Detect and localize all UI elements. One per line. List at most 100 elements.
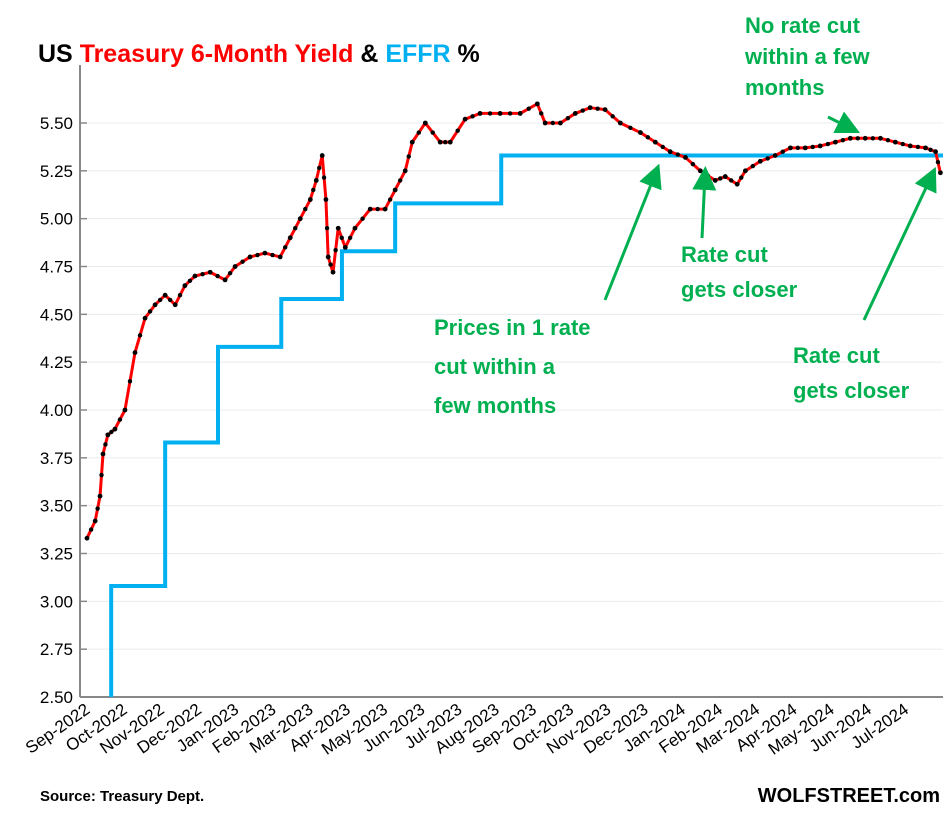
treasury-yield-point <box>406 154 411 159</box>
treasury-yield-point <box>352 225 358 231</box>
treasury-yield-point <box>675 152 681 157</box>
treasury-yield-point <box>215 273 220 279</box>
title-us: US <box>38 40 80 68</box>
treasury-yield-point <box>240 259 245 264</box>
treasury-yield-point <box>437 139 443 145</box>
annotation-arrow <box>862 166 937 321</box>
treasury-yield-point <box>127 379 133 384</box>
treasury-yield-point <box>447 139 453 145</box>
y-tick-label: 5.00 <box>40 210 73 229</box>
treasury-yield-point <box>683 155 688 160</box>
treasury-yield-point <box>928 147 933 152</box>
treasury-yield-point <box>534 101 540 107</box>
treasury-yield-point <box>95 506 100 511</box>
treasury-yield-point <box>367 206 373 212</box>
treasury-yield-point <box>628 125 633 130</box>
treasury-yield-point <box>580 108 585 113</box>
treasury-yield-point <box>795 145 801 151</box>
treasury-yield-point <box>182 283 188 289</box>
treasury-yield-point <box>780 149 785 154</box>
treasury-yield-point <box>645 135 651 140</box>
y-tick-label: 4.50 <box>40 305 73 324</box>
treasury-yield-point <box>610 114 615 119</box>
chart-title: US Treasury 6-Month Yield & EFFR % <box>38 40 480 68</box>
treasury-yield-point <box>802 145 808 151</box>
treasury-yield-point <box>915 144 921 150</box>
treasury-yield-point <box>539 111 544 116</box>
treasury-yield-point <box>402 168 408 174</box>
treasury-yield-point <box>587 105 593 111</box>
title-effr: EFFR <box>385 40 450 68</box>
y-tick-label: 5.50 <box>40 114 73 133</box>
y-tick-label: 4.25 <box>40 353 73 372</box>
treasury-yield-point <box>307 197 313 202</box>
treasury-yield-point <box>117 417 123 422</box>
treasury-yield-point <box>885 138 891 143</box>
treasury-yield-point <box>222 277 228 283</box>
title-amp: & <box>353 40 385 68</box>
treasury-yield-point <box>526 106 531 111</box>
treasury-yield-point <box>729 178 734 183</box>
treasury-yield-point <box>667 149 673 155</box>
treasury-yield-point <box>416 130 421 135</box>
annotation-rate-cut-2: Rate cut gets closer <box>793 343 910 403</box>
treasury-yield-point <box>325 254 331 260</box>
treasury-yield-point <box>317 165 322 171</box>
treasury-yield-point <box>333 248 338 253</box>
treasury-yield-point <box>878 135 883 141</box>
source-label: Source: Treasury Dept. <box>40 788 204 805</box>
treasury-yield-point <box>892 139 898 145</box>
treasury-yield-point <box>177 293 183 298</box>
treasury-yield-point <box>750 163 756 169</box>
treasury-yield-point <box>157 297 163 303</box>
treasury-yield-point <box>617 120 623 126</box>
treasury-yield-point <box>247 254 253 260</box>
treasury-yield-point <box>833 139 838 145</box>
treasury-yield-point <box>103 442 108 447</box>
treasury-yield-point <box>347 235 353 240</box>
treasury-yield-point <box>652 139 658 145</box>
treasury-yield-point <box>923 145 928 151</box>
treasury-yield-point <box>142 315 148 321</box>
treasury-yield-point <box>262 250 268 256</box>
treasury-yield-point <box>324 226 330 231</box>
annotation-rate-cut-1: Rate cut gets closer <box>681 242 798 302</box>
treasury-yield-point <box>422 120 428 126</box>
treasury-yield-point <box>542 120 548 126</box>
treasury-yield-point <box>847 135 853 141</box>
treasury-yield-point <box>517 111 523 116</box>
y-tick-label: 2.75 <box>40 640 73 659</box>
treasury-yield-point <box>455 128 460 133</box>
treasury-yield-point <box>311 187 316 193</box>
treasury-yield-point <box>162 292 168 298</box>
treasury-yield-point <box>765 156 770 161</box>
treasury-yield-point <box>392 187 398 193</box>
treasury-yield-point <box>105 432 111 438</box>
treasury-yield-point <box>862 135 868 141</box>
treasury-yield-point <box>558 120 563 126</box>
treasury-yield-point <box>734 181 740 187</box>
treasury-yield-point <box>192 273 198 279</box>
treasury-yield-point <box>477 111 483 116</box>
treasury-yield-point <box>137 333 143 338</box>
treasury-yield-point <box>935 160 941 165</box>
treasury-yield-point <box>297 216 303 222</box>
treasury-yield-point <box>152 302 158 308</box>
treasury-yield-point <box>270 252 275 258</box>
treasury-yield-point <box>88 527 94 532</box>
treasury-yield-point <box>565 116 571 121</box>
treasury-yield-point <box>232 264 238 269</box>
treasury-yield-point <box>375 206 380 212</box>
treasury-yield-point <box>313 178 319 183</box>
treasury-yield-point <box>397 178 403 183</box>
treasury-yield-point <box>497 111 503 116</box>
treasury-yield-point <box>97 493 103 499</box>
y-tick-label: 2.50 <box>40 688 73 707</box>
y-tick-label: 4.00 <box>40 401 73 420</box>
annotation-prices-in: Prices in 1 rate cut within a few months <box>434 315 597 418</box>
treasury-yield-point <box>712 178 718 183</box>
treasury-yield-point <box>742 168 748 174</box>
treasury-yield-point <box>328 262 333 267</box>
treasury-yield-point <box>287 235 293 241</box>
